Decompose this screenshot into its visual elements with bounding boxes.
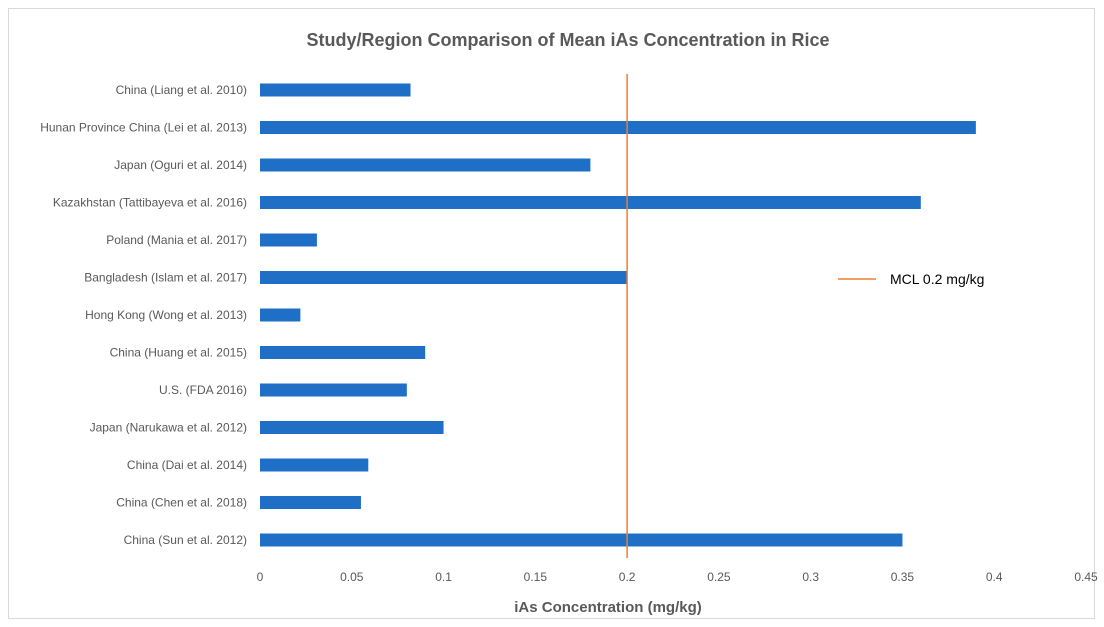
legend-label-mcl: MCL 0.2 mg/kg [890, 271, 984, 287]
category-labels: China (Liang et al. 2010) Hunan Province … [40, 83, 247, 547]
bar [260, 158, 591, 172]
category-label: U.S. (FDA 2016) [159, 383, 247, 397]
category-label: China (Dai et al. 2014) [127, 458, 247, 472]
bar [260, 496, 361, 509]
bar [260, 271, 628, 284]
category-label: Hong Kong (Wong et al. 2013) [85, 308, 247, 322]
x-tick-label: 0.4 [986, 570, 1003, 584]
category-label: China (Liang et al. 2010) [116, 83, 247, 97]
x-tick-label: 0.2 [619, 570, 636, 584]
x-tick-label: 0.15 [524, 570, 548, 584]
chart-title: Study/Region Comparison of Mean iAs Conc… [306, 30, 829, 50]
bars-group [260, 83, 976, 547]
chart-area [8, 8, 1095, 619]
category-label: China (Sun et al. 2012) [124, 533, 247, 547]
x-tick-label: 0 [257, 570, 264, 584]
category-label: China (Huang et al. 2015) [110, 346, 247, 360]
x-tick-label: 0.25 [707, 570, 731, 584]
bar [260, 533, 903, 547]
x-tick-labels: 0 0.05 0.1 0.15 0.2 0.25 0.3 0.35 0.4 0.45 [257, 570, 1098, 584]
category-label: Hunan Province China (Lei et al. 2013) [40, 121, 247, 135]
x-axis-title: iAs Concentration (mg/kg) [514, 599, 702, 616]
legend: MCL 0.2 mg/kg [838, 271, 984, 287]
category-label: Poland (Mania et al. 2017) [106, 233, 247, 247]
category-label: China (Chen et al. 2018) [116, 496, 247, 510]
bar [260, 346, 426, 359]
bar [260, 196, 921, 209]
category-label: Japan (Narukawa et al. 2012) [90, 421, 247, 435]
bar [260, 308, 301, 322]
bar [260, 233, 317, 247]
bar [260, 383, 407, 397]
x-tick-label: 0.45 [1074, 570, 1098, 584]
x-tick-label: 0.05 [340, 570, 364, 584]
bar [260, 458, 369, 472]
bar [260, 121, 976, 134]
bar [260, 421, 444, 434]
category-label: Bangladesh (Islam et al. 2017) [84, 271, 247, 285]
x-tick-label: 0.3 [802, 570, 819, 584]
category-label: Japan (Oguri et al. 2014) [114, 158, 247, 172]
x-tick-label: 0.35 [891, 570, 915, 584]
bar [260, 83, 411, 97]
x-tick-label: 0.1 [435, 570, 452, 584]
category-label: Kazakhstan (Tattibayeva et al. 2016) [53, 196, 247, 210]
